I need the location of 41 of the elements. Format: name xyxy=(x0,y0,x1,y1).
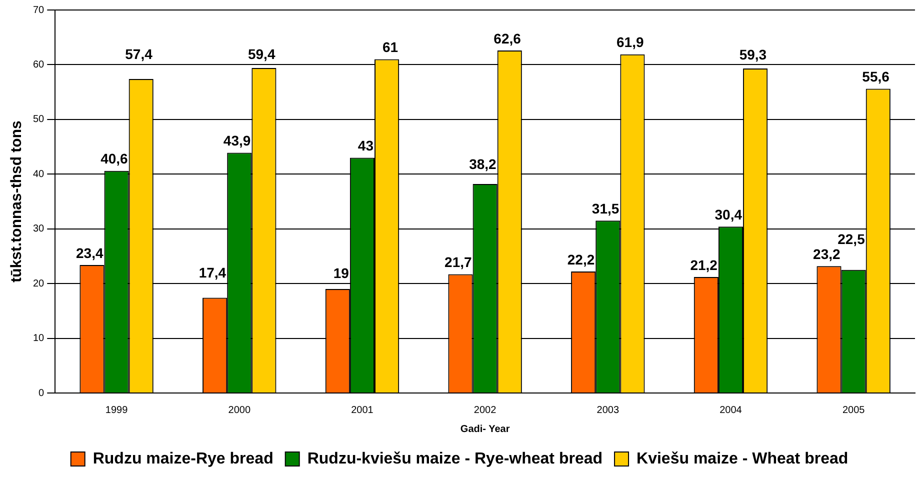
y-tick-label: 50 xyxy=(33,114,45,126)
data-label: 21,7 xyxy=(444,254,472,270)
x-tick-label: 2005 xyxy=(842,404,866,416)
data-label: 21,2 xyxy=(690,256,718,273)
x-tick-label: 2001 xyxy=(351,404,374,416)
y-tick-label: 30 xyxy=(33,224,45,235)
data-label: 22,2 xyxy=(567,251,595,268)
data-label: 17,4 xyxy=(198,264,226,281)
data-label: 40,6 xyxy=(100,150,128,167)
y-tick-label: 60 xyxy=(33,59,45,70)
x-tick-label: 2004 xyxy=(720,404,742,416)
data-label: 55,6 xyxy=(862,68,890,85)
data-label: 59,4 xyxy=(248,46,276,62)
y-tick-label: 0 xyxy=(38,388,45,399)
x-tick-label: 2002 xyxy=(474,404,497,416)
data-label: 31,5 xyxy=(592,200,620,217)
data-label: 61 xyxy=(382,39,398,56)
data-label: 19 xyxy=(333,264,350,281)
data-label: 22,5 xyxy=(838,230,866,247)
legend-label: Rudzu maize-Rye bread xyxy=(92,450,274,468)
data-label: 61,9 xyxy=(616,34,644,50)
data-label: 62,6 xyxy=(494,30,522,46)
y-tick-label: 70 xyxy=(33,4,45,16)
y-tick-label: 40 xyxy=(33,168,45,180)
data-label: 38,2 xyxy=(469,156,497,172)
data-label: 30,4 xyxy=(714,206,742,223)
x-tick-label: 2003 xyxy=(596,404,620,416)
data-label: 43 xyxy=(358,138,374,154)
y-tick-label: 20 xyxy=(33,278,45,290)
x-tick-label: 2000 xyxy=(228,404,251,416)
legend-label: Kviešu maize - Wheat bread xyxy=(636,450,848,468)
x-tick-label: 1999 xyxy=(105,404,128,416)
data-label: 59,3 xyxy=(739,46,767,62)
legend-label: Rudzu-kviešu maize - Rye-wheat bread xyxy=(307,450,603,468)
y-axis-title: tūkst.tonnas-thsd tons xyxy=(8,120,26,282)
x-axis-title: Gadi- Year xyxy=(460,424,510,435)
data-label: 23,2 xyxy=(813,246,841,262)
data-label: 43,9 xyxy=(223,132,251,149)
data-label: 23,4 xyxy=(76,244,104,261)
data-label: 57,4 xyxy=(125,46,153,62)
y-tick-label: 10 xyxy=(33,333,45,344)
